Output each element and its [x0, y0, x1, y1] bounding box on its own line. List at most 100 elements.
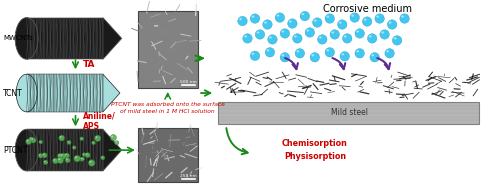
Ellipse shape — [30, 138, 36, 143]
Ellipse shape — [96, 136, 98, 138]
Ellipse shape — [275, 13, 284, 22]
Ellipse shape — [68, 141, 69, 142]
Ellipse shape — [85, 152, 90, 158]
Ellipse shape — [250, 14, 260, 23]
Ellipse shape — [268, 35, 277, 44]
Ellipse shape — [252, 15, 254, 18]
Bar — [26, 18, 103, 59]
Ellipse shape — [42, 153, 47, 158]
Ellipse shape — [239, 18, 242, 20]
Bar — [26, 129, 103, 171]
Ellipse shape — [43, 154, 44, 155]
Ellipse shape — [340, 52, 349, 61]
Ellipse shape — [370, 52, 380, 62]
Ellipse shape — [52, 158, 59, 164]
Ellipse shape — [350, 13, 360, 22]
Ellipse shape — [60, 153, 66, 159]
Ellipse shape — [80, 137, 84, 141]
Ellipse shape — [75, 157, 77, 158]
Ellipse shape — [300, 11, 310, 21]
Ellipse shape — [388, 20, 397, 29]
Ellipse shape — [54, 159, 56, 161]
Ellipse shape — [339, 21, 342, 24]
Ellipse shape — [74, 155, 80, 162]
Ellipse shape — [15, 18, 38, 59]
Ellipse shape — [66, 159, 68, 160]
Ellipse shape — [364, 19, 366, 21]
Ellipse shape — [92, 141, 96, 145]
Ellipse shape — [318, 35, 327, 44]
Ellipse shape — [326, 15, 329, 18]
Ellipse shape — [58, 154, 60, 156]
Text: Aniline/
APS: Aniline/ APS — [83, 112, 116, 131]
Ellipse shape — [280, 29, 289, 38]
Ellipse shape — [394, 37, 396, 40]
Ellipse shape — [250, 51, 260, 61]
Ellipse shape — [330, 30, 340, 39]
Ellipse shape — [280, 52, 289, 62]
Ellipse shape — [64, 153, 70, 158]
Ellipse shape — [238, 16, 248, 26]
Ellipse shape — [392, 36, 402, 45]
Ellipse shape — [344, 35, 346, 38]
Ellipse shape — [356, 30, 359, 33]
Ellipse shape — [342, 34, 352, 43]
Ellipse shape — [325, 14, 334, 23]
Ellipse shape — [80, 157, 84, 161]
Ellipse shape — [262, 20, 272, 29]
Text: Corrosive medium: Corrosive medium — [322, 4, 412, 14]
Ellipse shape — [306, 29, 309, 32]
Ellipse shape — [30, 138, 31, 139]
Ellipse shape — [295, 49, 304, 58]
Ellipse shape — [338, 20, 347, 29]
Polygon shape — [103, 74, 120, 112]
Ellipse shape — [94, 135, 101, 141]
Text: PTCNT: PTCNT — [3, 146, 28, 155]
Ellipse shape — [90, 161, 92, 163]
Ellipse shape — [352, 14, 354, 17]
Text: TCNT: TCNT — [3, 89, 23, 97]
Ellipse shape — [269, 36, 272, 39]
Ellipse shape — [65, 158, 70, 163]
Ellipse shape — [282, 30, 284, 33]
Text: 500 nm: 500 nm — [180, 80, 197, 84]
Ellipse shape — [294, 35, 296, 38]
Ellipse shape — [312, 54, 314, 56]
Ellipse shape — [288, 19, 297, 28]
Ellipse shape — [32, 139, 33, 140]
Ellipse shape — [255, 30, 264, 39]
Text: MWCNTs: MWCNTs — [3, 36, 33, 41]
Ellipse shape — [362, 17, 372, 26]
Ellipse shape — [44, 160, 48, 165]
Ellipse shape — [61, 154, 63, 156]
Ellipse shape — [282, 54, 284, 56]
Ellipse shape — [312, 18, 322, 27]
Ellipse shape — [15, 129, 38, 171]
Polygon shape — [103, 18, 122, 59]
Ellipse shape — [342, 53, 344, 55]
Ellipse shape — [57, 157, 64, 163]
Ellipse shape — [73, 146, 74, 147]
Ellipse shape — [44, 161, 46, 162]
Ellipse shape — [305, 28, 314, 37]
Ellipse shape — [319, 36, 322, 39]
Ellipse shape — [111, 136, 113, 137]
Bar — [26, 74, 103, 112]
Ellipse shape — [372, 54, 374, 56]
Ellipse shape — [26, 139, 32, 145]
Ellipse shape — [376, 15, 379, 18]
Bar — [218, 102, 480, 124]
Ellipse shape — [355, 29, 364, 38]
Ellipse shape — [380, 30, 390, 39]
Bar — [138, 128, 198, 182]
Ellipse shape — [289, 20, 292, 23]
Ellipse shape — [16, 74, 37, 112]
Ellipse shape — [88, 160, 95, 166]
Text: Chemisorption
Physisorption: Chemisorption Physisorption — [282, 139, 348, 161]
Ellipse shape — [375, 14, 384, 23]
Ellipse shape — [58, 153, 63, 159]
Ellipse shape — [296, 50, 299, 52]
Ellipse shape — [400, 14, 409, 23]
Ellipse shape — [86, 153, 88, 155]
Ellipse shape — [26, 140, 28, 141]
